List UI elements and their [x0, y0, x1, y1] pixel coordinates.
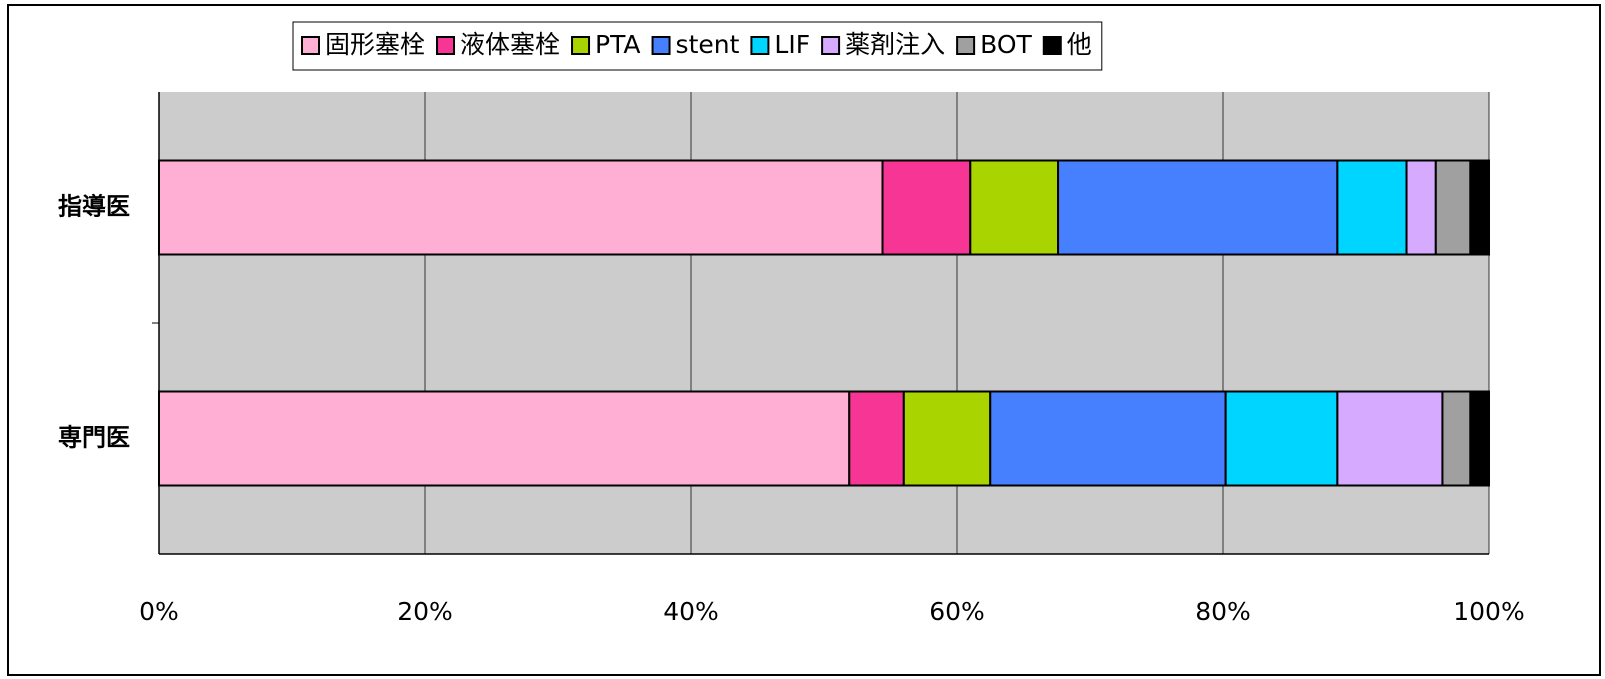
legend-label: 液体塞栓 — [460, 30, 560, 59]
legend-label: LIF — [774, 30, 810, 59]
bar-segment — [1469, 159, 1491, 256]
bar-segment — [1405, 159, 1437, 256]
legend-swatch — [301, 36, 320, 55]
y-tick-label: 指導医 — [58, 193, 130, 221]
legend-label: BOT — [980, 30, 1032, 59]
x-tick-label: 0% — [139, 597, 179, 626]
x-tick-label: 20% — [397, 597, 453, 626]
legend-swatch — [956, 36, 976, 55]
x-tick-label: 80% — [1195, 597, 1251, 626]
bar-segment — [1336, 159, 1408, 256]
legend-label: PTA — [595, 30, 641, 59]
legend-label: 固形塞栓 — [325, 30, 425, 59]
x-tick-label: 60% — [929, 597, 985, 626]
bar-segment — [1057, 159, 1339, 256]
bar-segment — [902, 390, 992, 487]
bar-segment — [1434, 159, 1472, 256]
y-tick-label: 専門医 — [58, 424, 130, 452]
bar-segment — [989, 390, 1227, 487]
bar-segment — [1224, 390, 1339, 487]
legend-swatch — [750, 36, 770, 55]
legend-swatch — [571, 36, 591, 55]
bar-segment — [969, 159, 1060, 256]
bar-segment — [1336, 390, 1444, 487]
legend-swatch — [651, 36, 671, 55]
bar-segment — [1441, 390, 1472, 487]
bar-segment — [1469, 390, 1491, 487]
bar-segment — [158, 159, 884, 256]
bar-segment — [158, 390, 851, 487]
legend-swatch — [436, 36, 456, 55]
x-tick-label: 40% — [663, 597, 719, 626]
legend-label: stent — [676, 30, 740, 59]
bar-segment — [848, 390, 905, 487]
legend-label: 薬剤注入 — [845, 30, 945, 59]
x-tick-label: 100% — [1453, 597, 1524, 626]
legend-swatch — [1042, 36, 1062, 55]
legend-label: 他 — [1067, 30, 1092, 59]
legend-swatch — [821, 36, 841, 55]
bar-segment — [881, 159, 972, 256]
